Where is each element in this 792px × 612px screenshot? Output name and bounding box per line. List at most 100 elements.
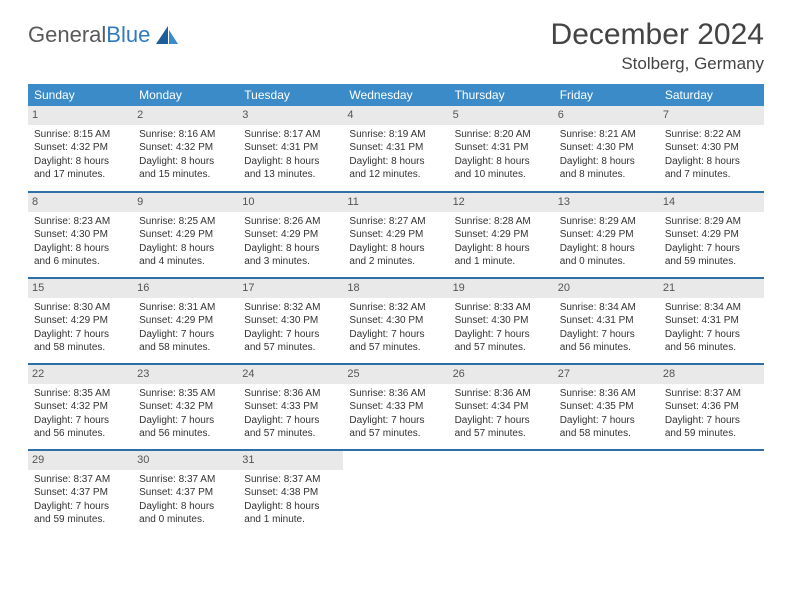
sunrise-line: Sunrise: 8:36 AM	[244, 387, 337, 401]
calendar-cell	[343, 450, 448, 536]
calendar-cell: 2Sunrise: 8:16 AMSunset: 4:32 PMDaylight…	[133, 106, 238, 192]
calendar-cell: 11Sunrise: 8:27 AMSunset: 4:29 PMDayligh…	[343, 192, 448, 278]
sunset-line: Sunset: 4:30 PM	[244, 314, 337, 328]
calendar-cell: 9Sunrise: 8:25 AMSunset: 4:29 PMDaylight…	[133, 192, 238, 278]
sunset-line: Sunset: 4:32 PM	[139, 400, 232, 414]
sunrise-line: Sunrise: 8:16 AM	[139, 128, 232, 142]
sunrise-line: Sunrise: 8:31 AM	[139, 301, 232, 315]
daylight-line: Daylight: 7 hours and 57 minutes.	[349, 328, 442, 355]
daylight-line: Daylight: 8 hours and 7 minutes.	[665, 155, 758, 182]
sunset-line: Sunset: 4:34 PM	[455, 400, 548, 414]
sunrise-line: Sunrise: 8:37 AM	[34, 473, 127, 487]
sunrise-line: Sunrise: 8:23 AM	[34, 215, 127, 229]
weekday-header: Friday	[554, 84, 659, 106]
sunrise-line: Sunrise: 8:28 AM	[455, 215, 548, 229]
calendar-cell	[449, 450, 554, 536]
calendar-cell: 16 Sunrise: 8:31 AMSunset: 4:29 PMDayligh…	[133, 278, 238, 364]
day-number: 22	[28, 365, 133, 384]
calendar-cell: 23Sunrise: 8:35 AMSunset: 4:32 PMDayligh…	[133, 364, 238, 450]
daylight-line: Daylight: 7 hours and 57 minutes.	[244, 414, 337, 441]
sunset-line: Sunset: 4:32 PM	[34, 141, 127, 155]
sunset-line: Sunset: 4:37 PM	[139, 486, 232, 500]
daylight-line: Daylight: 7 hours and 59 minutes.	[665, 242, 758, 269]
sunset-line: Sunset: 4:32 PM	[139, 141, 232, 155]
sunset-line: Sunset: 4:36 PM	[665, 400, 758, 414]
daylight-line: Daylight: 8 hours and 8 minutes.	[560, 155, 653, 182]
daylight-line: Daylight: 8 hours and 13 minutes.	[244, 155, 337, 182]
calendar-cell: 3Sunrise: 8:17 AMSunset: 4:31 PMDaylight…	[238, 106, 343, 192]
sunset-line: Sunset: 4:30 PM	[349, 314, 442, 328]
calendar-cell	[659, 450, 764, 536]
day-number: 28	[659, 365, 764, 384]
calendar-table: SundayMondayTuesdayWednesdayThursdayFrid…	[28, 84, 764, 536]
sunset-line: Sunset: 4:29 PM	[455, 228, 548, 242]
daylight-line: Daylight: 7 hours and 58 minutes.	[139, 328, 232, 355]
calendar-cell: 31Sunrise: 8:37 AMSunset: 4:38 PMDayligh…	[238, 450, 343, 536]
day-number: 17	[238, 279, 343, 298]
sunset-line: Sunset: 4:35 PM	[560, 400, 653, 414]
day-number: 11	[343, 193, 448, 212]
location: Stolberg, Germany	[551, 54, 764, 74]
month-title: December 2024	[551, 18, 764, 52]
calendar-cell: 10 Sunrise: 8:26 AMSunset: 4:29 PMDayligh…	[238, 192, 343, 278]
sunrise-line: Sunrise: 8:30 AM	[34, 301, 127, 315]
daylight-line: Daylight: 8 hours and 0 minutes.	[139, 500, 232, 527]
day-number: 27	[554, 365, 659, 384]
sunrise-line: Sunrise: 8:25 AM	[139, 215, 232, 229]
calendar-row: 1Sunrise: 8:15 AMSunset: 4:32 PMDaylight…	[28, 106, 764, 192]
calendar-cell: 27 Sunrise: 8:36 AMSunset: 4:35 PMDayligh…	[554, 364, 659, 450]
day-number: 7	[659, 106, 764, 125]
sunset-line: Sunset: 4:29 PM	[244, 228, 337, 242]
sunset-line: Sunset: 4:31 PM	[244, 141, 337, 155]
sunrise-line: Sunrise: 8:17 AM	[244, 128, 337, 142]
sunset-line: Sunset: 4:29 PM	[349, 228, 442, 242]
daylight-line: Daylight: 8 hours and 0 minutes.	[560, 242, 653, 269]
daylight-line: Daylight: 8 hours and 1 minute.	[455, 242, 548, 269]
day-number: 18	[343, 279, 448, 298]
daylight-line: Daylight: 7 hours and 57 minutes.	[349, 414, 442, 441]
weekday-header: Sunday	[28, 84, 133, 106]
sunset-line: Sunset: 4:31 PM	[665, 314, 758, 328]
day-number: 31	[238, 451, 343, 470]
day-number: 10	[238, 193, 343, 212]
day-number: 4	[343, 106, 448, 125]
sunset-line: Sunset: 4:32 PM	[34, 400, 127, 414]
sunset-line: Sunset: 4:29 PM	[139, 314, 232, 328]
day-number: 2	[133, 106, 238, 125]
sunrise-line: Sunrise: 8:37 AM	[139, 473, 232, 487]
sunrise-line: Sunrise: 8:27 AM	[349, 215, 442, 229]
sunrise-line: Sunrise: 8:36 AM	[560, 387, 653, 401]
sunrise-line: Sunrise: 8:20 AM	[455, 128, 548, 142]
weekday-header: Wednesday	[343, 84, 448, 106]
weekday-row: SundayMondayTuesdayWednesdayThursdayFrid…	[28, 84, 764, 106]
calendar-cell: 24Sunrise: 8:36 AMSunset: 4:33 PMDayligh…	[238, 364, 343, 450]
daylight-line: Daylight: 8 hours and 10 minutes.	[455, 155, 548, 182]
logo-text: GeneralBlue	[28, 22, 150, 48]
calendar-cell: 5Sunrise: 8:20 AMSunset: 4:31 PMDaylight…	[449, 106, 554, 192]
daylight-line: Daylight: 8 hours and 3 minutes.	[244, 242, 337, 269]
sunrise-line: Sunrise: 8:34 AM	[560, 301, 653, 315]
logo: GeneralBlue	[28, 18, 180, 48]
day-number: 26	[449, 365, 554, 384]
daylight-line: Daylight: 8 hours and 1 minute.	[244, 500, 337, 527]
daylight-line: Daylight: 7 hours and 58 minutes.	[560, 414, 653, 441]
header: GeneralBlue December 2024 Stolberg, Germ…	[28, 18, 764, 74]
calendar-cell: 28Sunrise: 8:37 AMSunset: 4:36 PMDayligh…	[659, 364, 764, 450]
daylight-line: Daylight: 8 hours and 4 minutes.	[139, 242, 232, 269]
sunset-line: Sunset: 4:33 PM	[244, 400, 337, 414]
daylight-line: Daylight: 7 hours and 59 minutes.	[34, 500, 127, 527]
day-number: 16	[133, 279, 238, 298]
calendar-cell: 14Sunrise: 8:29 AMSunset: 4:29 PMDayligh…	[659, 192, 764, 278]
day-number: 25	[343, 365, 448, 384]
sunrise-line: Sunrise: 8:37 AM	[665, 387, 758, 401]
calendar-row: 15Sunrise: 8:30 AMSunset: 4:29 PMDayligh…	[28, 278, 764, 364]
sunrise-line: Sunrise: 8:26 AM	[244, 215, 337, 229]
calendar-cell: 7Sunrise: 8:22 AMSunset: 4:30 PMDaylight…	[659, 106, 764, 192]
logo-word-1: General	[28, 22, 106, 47]
calendar-row: 22Sunrise: 8:35 AMSunset: 4:32 PMDayligh…	[28, 364, 764, 450]
day-number: 23	[133, 365, 238, 384]
sail-icon	[154, 24, 180, 46]
sunrise-line: Sunrise: 8:36 AM	[455, 387, 548, 401]
sunrise-line: Sunrise: 8:35 AM	[34, 387, 127, 401]
sunset-line: Sunset: 4:29 PM	[139, 228, 232, 242]
